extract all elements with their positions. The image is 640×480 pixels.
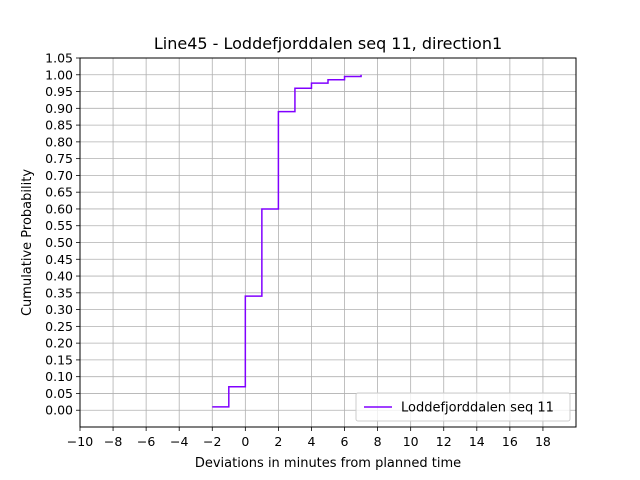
y-tick-label: 0.80 — [45, 134, 73, 149]
chart-title: Line45 - Loddefjorddalen seq 11, directi… — [154, 34, 502, 53]
y-tick-label: 0.50 — [45, 235, 73, 250]
series-layer — [212, 74, 362, 408]
x-tick-label: −2 — [203, 434, 221, 449]
x-tick-label: 10 — [403, 434, 419, 449]
y-tick-label: 0.10 — [45, 369, 73, 384]
y-tick-label: 0.00 — [45, 403, 73, 418]
axis-ticks: −10 −8 −6 −4 −2 0 2 4 6 8 10 12 14 16 18 0.00 0.05 0.10 0.… — [45, 51, 551, 450]
y-tick-label: 0.30 — [45, 302, 73, 317]
y-axis-label: Cumulative Probability — [20, 169, 35, 316]
y-tick-label: 0.60 — [45, 201, 73, 216]
x-tick-label: −10 — [67, 434, 93, 449]
y-tick-label: 0.70 — [45, 168, 73, 183]
x-tick-label: −6 — [137, 434, 155, 449]
x-tick-label: 6 — [341, 434, 349, 449]
y-tick-label: 0.40 — [45, 269, 73, 284]
x-tick-label: 2 — [274, 434, 282, 449]
x-tick-label: 18 — [535, 434, 551, 449]
y-tick-label: 0.45 — [45, 252, 73, 267]
legend: Loddefjorddalen seq 11 — [355, 392, 571, 422]
y-tick-label: 0.85 — [45, 118, 73, 133]
y-tick-label: 0.25 — [45, 319, 73, 334]
x-tick-label: −4 — [170, 434, 188, 449]
plot-area-frame — [79, 57, 577, 428]
y-tick-label: 0.20 — [45, 336, 73, 351]
x-tick-label: 12 — [436, 434, 452, 449]
x-tick-label: 4 — [307, 434, 315, 449]
y-tick-label: 0.95 — [45, 84, 73, 99]
x-tick-label: 14 — [469, 434, 485, 449]
x-axis-label: Deviations in minutes from planned time — [195, 456, 461, 471]
y-tick-label: 0.75 — [45, 151, 73, 166]
x-tick-label: 16 — [502, 434, 518, 449]
y-tick-label: 0.15 — [45, 352, 73, 367]
y-tick-label: 0.35 — [45, 285, 73, 300]
x-tick-label: −8 — [104, 434, 122, 449]
x-tick-label: 0 — [241, 434, 249, 449]
legend-box — [355, 392, 571, 422]
x-tick-label: 8 — [374, 434, 382, 449]
y-tick-label: 1.00 — [45, 67, 73, 82]
y-tick-label: 1.05 — [45, 51, 73, 66]
series-step-line — [212, 74, 362, 408]
grid-lines — [79, 57, 576, 427]
legend-label: Loddefjorddalen seq 11 — [401, 401, 554, 416]
y-tick-label: 0.90 — [45, 101, 73, 116]
y-tick-label: 0.65 — [45, 185, 73, 200]
y-tick-label: 0.05 — [45, 386, 73, 401]
y-tick-label: 0.55 — [45, 218, 73, 233]
